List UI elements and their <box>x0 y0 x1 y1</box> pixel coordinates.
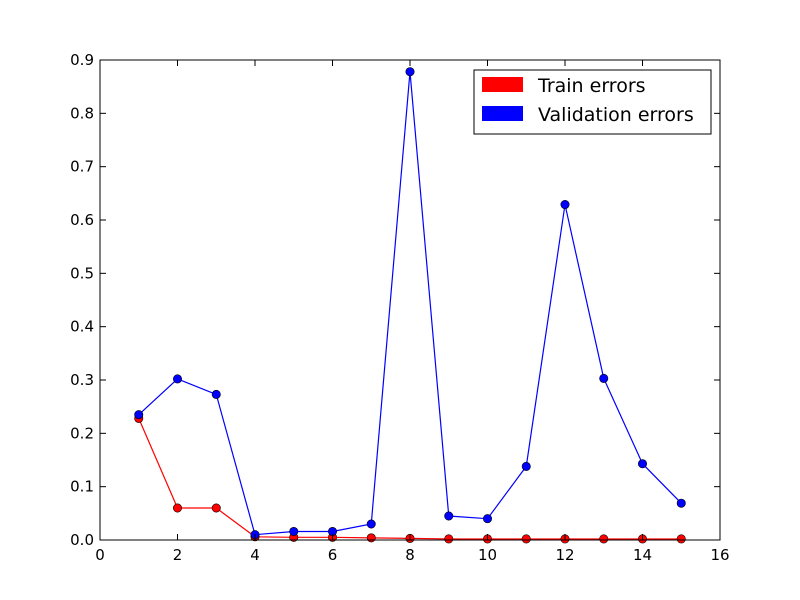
data-point <box>444 511 454 521</box>
legend-swatch <box>482 106 523 121</box>
ticks-layer: 0 2 4 6 8 10 12 14 16 0.0 0.1 0.2 0.3 0.4 0.5 0.6 0.7 0.8… <box>70 51 729 564</box>
data-point <box>405 67 415 77</box>
y-tick-label: 0.9 <box>70 51 94 69</box>
legend: Train errors Validation errors <box>473 69 712 135</box>
y-tick-label: 0.8 <box>70 104 94 122</box>
data-point <box>173 374 183 384</box>
y-tick-label: 0.4 <box>70 318 94 336</box>
x-tick-label: 2 <box>173 546 183 564</box>
data-point <box>560 200 570 210</box>
data-point <box>676 498 686 508</box>
x-tick-label: 6 <box>328 546 338 564</box>
legend-swatch <box>482 77 523 92</box>
x-tick-label: 10 <box>478 546 497 564</box>
data-point <box>211 503 221 513</box>
x-tick-label: 16 <box>710 546 729 564</box>
x-tick-label: 14 <box>633 546 652 564</box>
series-line-0 <box>138 418 682 540</box>
x-tick-label: 12 <box>555 546 574 564</box>
data-point <box>366 533 376 543</box>
data-point <box>521 461 531 471</box>
data-point <box>211 389 221 399</box>
data-point <box>676 534 686 544</box>
x-tick-label: 4 <box>250 546 260 564</box>
data-point <box>482 514 492 524</box>
legend-label: Train errors <box>537 75 646 97</box>
data-point <box>289 526 299 536</box>
y-tick-label: 0.5 <box>70 264 94 282</box>
series-line-1 <box>138 71 682 536</box>
y-tick-label: 0.6 <box>70 211 94 229</box>
data-point <box>366 519 376 529</box>
y-tick-label: 0.1 <box>70 478 94 496</box>
data-point <box>134 410 144 420</box>
data-point <box>173 503 183 513</box>
y-tick-label: 0.2 <box>70 424 94 442</box>
x-tick-label: 0 <box>95 546 105 564</box>
data-point <box>599 534 609 544</box>
y-tick-label: 0.0 <box>70 531 94 549</box>
y-tick-label: 0.7 <box>70 158 94 176</box>
data-point <box>637 459 647 469</box>
x-tick-label: 8 <box>405 546 415 564</box>
data-point <box>521 534 531 544</box>
legend-label: Validation errors <box>538 104 694 126</box>
series-layer <box>134 67 686 544</box>
data-point <box>599 373 609 383</box>
data-point <box>444 534 454 544</box>
y-tick-label: 0.3 <box>70 371 94 389</box>
